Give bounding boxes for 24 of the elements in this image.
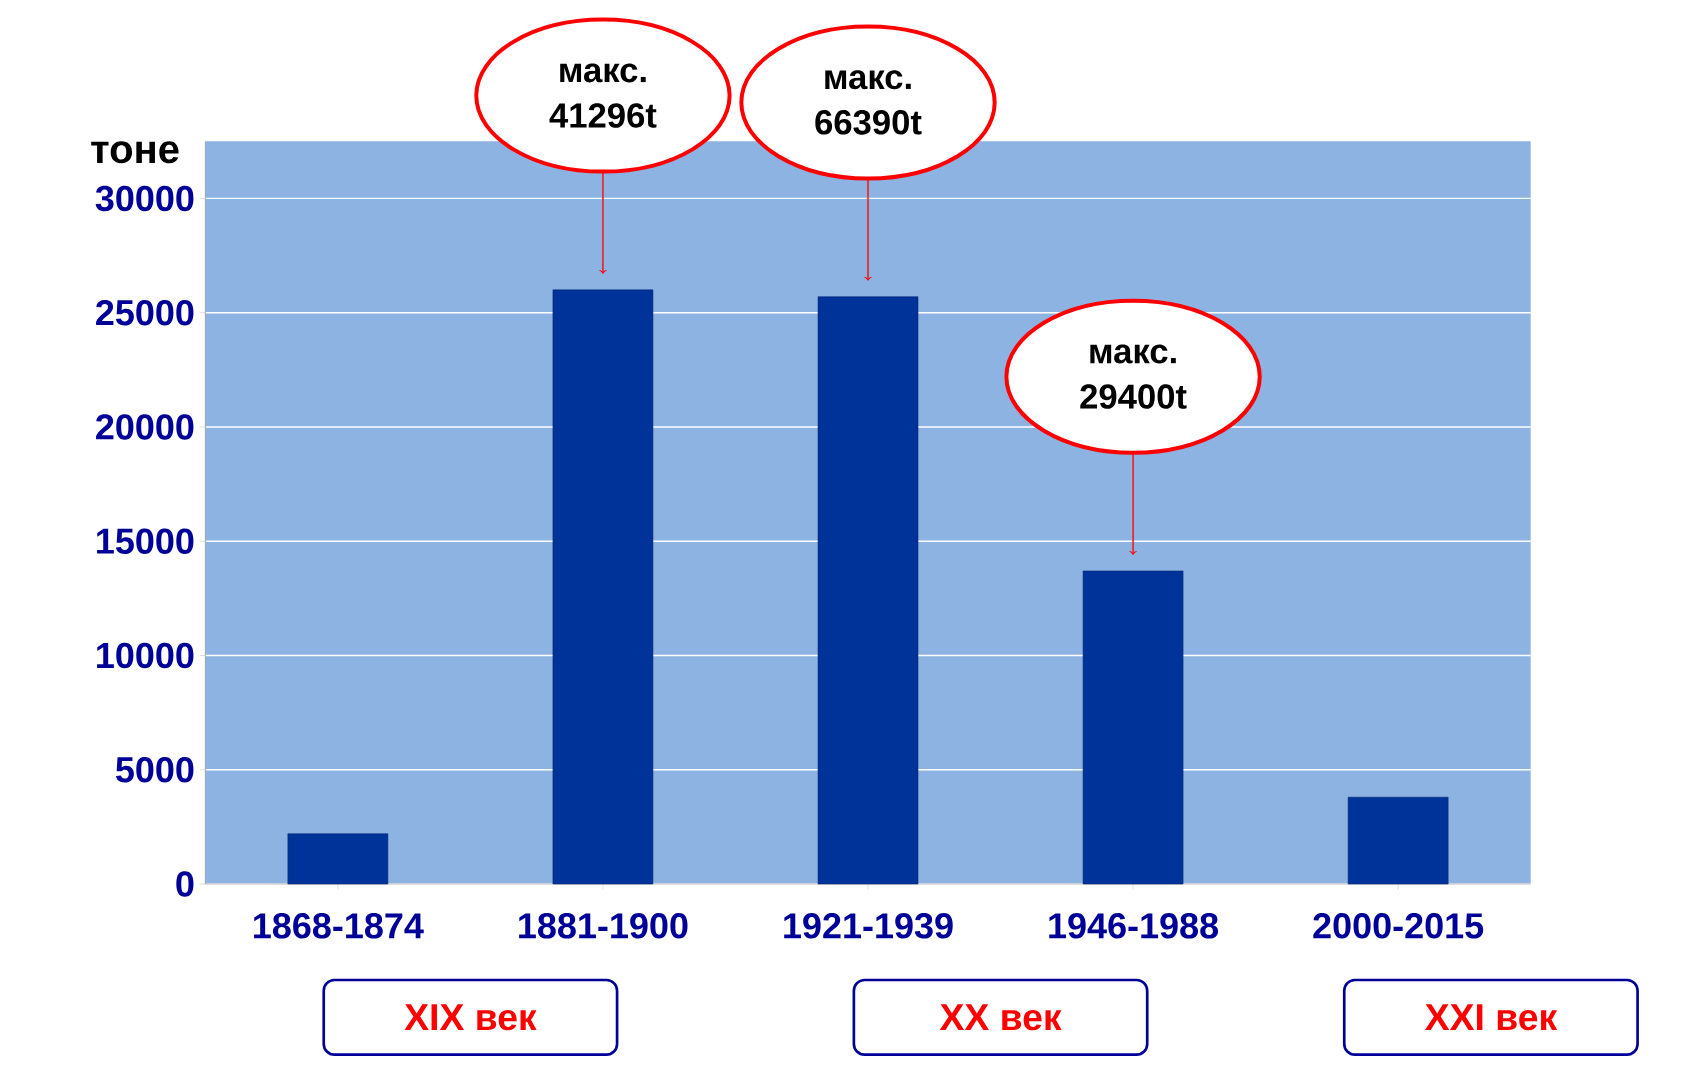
bar [287,833,389,885]
x-tick-label: 2000-2015 [1313,913,1484,939]
x-tick-label: 1921-1939 [784,913,953,939]
y-tick-label: 5000 [115,757,194,783]
x-tick-label: 1946-1988 [1049,913,1219,939]
y-axis-title: тоне [91,141,179,164]
x-tick-label: 1868-1874 [254,913,424,939]
annotation: макс. 29400t [1080,344,1187,409]
text: макс. 66390t [815,70,922,135]
y-tick-label: 20000 [96,414,194,440]
text: XXI век [1425,1004,1558,1031]
x-tick-label: 1881-1900 [519,913,688,939]
y-tick-label: 10000 [97,642,194,669]
y-tick-label: 15000 [97,528,194,554]
bar [1347,796,1449,885]
bar [817,296,919,885]
text: XIX век [404,1004,537,1031]
text: XX век [939,1004,1062,1031]
bar [1082,570,1184,885]
bar [552,289,654,885]
y-tick-label: 0 [176,871,194,897]
y-tick-label: 25000 [96,299,194,326]
text: макс. 41296t [549,63,657,128]
y-tick-label: 30000 [95,185,194,212]
